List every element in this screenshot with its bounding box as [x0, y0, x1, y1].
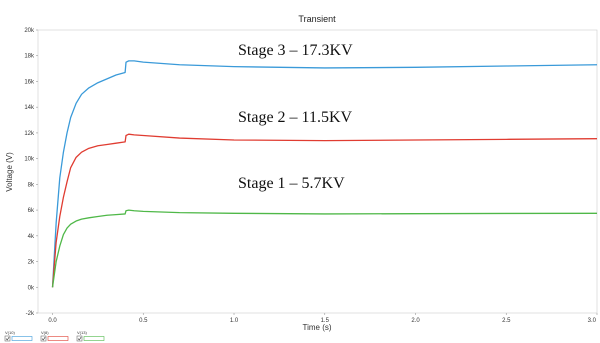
checkmark-icon	[41, 336, 46, 341]
y-tick-label: 18k	[24, 54, 35, 60]
y-tick-label: 16k	[24, 79, 35, 85]
y-tick-label: 20k	[24, 28, 35, 34]
legend-checkbox[interactable]	[4, 335, 11, 342]
checkmark-icon	[5, 336, 10, 341]
checkmark-icon	[77, 336, 82, 341]
x-tick-label: 3.0	[588, 318, 597, 324]
x-tick-label: 0.5	[139, 318, 148, 324]
x-axis-title: Time (s)	[302, 323, 331, 332]
y-axis-title: Voltage (V)	[5, 152, 14, 192]
y-tick-label: -2k	[26, 311, 35, 317]
x-tick-label: 1.0	[230, 318, 239, 324]
y-tick-label: 14k	[24, 105, 35, 111]
y-tick-label: 12k	[24, 131, 35, 137]
x-tick-label: 1.5	[321, 318, 330, 324]
legend-swatch	[11, 336, 33, 341]
legend-checkbox[interactable]	[40, 335, 47, 342]
series-line-3	[51, 209, 598, 288]
legend-checkbox[interactable]	[76, 335, 83, 342]
legend: V(10) V(8) V(13)	[4, 330, 105, 342]
annotation-stage-2: Stage 2 – 11.5KV	[238, 109, 353, 126]
series-line-2	[51, 133, 598, 288]
legend-label: V(10)	[5, 330, 15, 335]
legend-label: V(8)	[41, 330, 49, 335]
series-line-1	[51, 60, 598, 288]
annotation-stage-1: Stage 1 – 5.7KV	[238, 175, 345, 192]
y-tick-label: 4k	[28, 234, 35, 240]
y-tick-label: 2k	[28, 260, 35, 266]
x-tick-label: 0.0	[48, 318, 57, 324]
y-tick-label: 6k	[28, 208, 35, 214]
x-tick-label: 2.5	[502, 318, 511, 324]
legend-label: V(13)	[77, 330, 87, 335]
series-layer	[51, 60, 598, 288]
y-tick-label: 8k	[28, 182, 35, 188]
legend-swatch	[83, 336, 105, 341]
legend-swatch	[47, 336, 69, 341]
y-tick-label: 0k	[28, 285, 35, 291]
y-tick-label: 10k	[24, 157, 35, 163]
chart-title: Transient	[298, 14, 336, 24]
annotation-stage-3: Stage 3 – 17.3KV	[238, 42, 353, 59]
x-axis: 0.0 0.5 1.0 1.5 2.0 2.5 3.0	[48, 313, 598, 324]
plot-area	[37, 29, 598, 314]
y-axis: -2k 0k 2k 4k 6k 8k 10k 12k 14k 16k 18k 20k	[24, 28, 38, 317]
x-tick-label: 2.0	[411, 318, 420, 324]
